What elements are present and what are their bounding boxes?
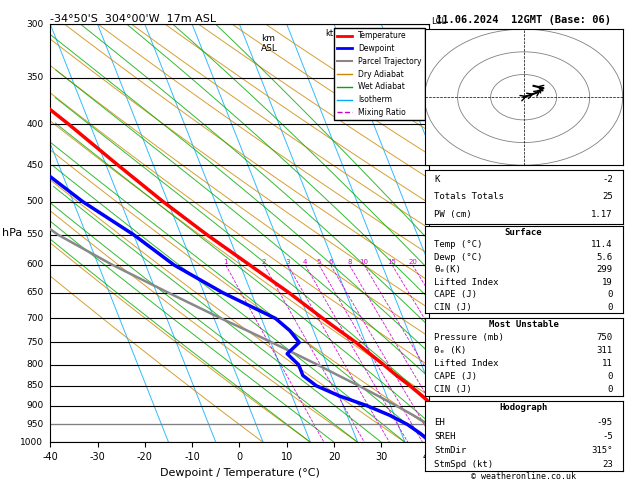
Text: 4: 4	[303, 259, 308, 265]
Text: CAPE (J): CAPE (J)	[435, 290, 477, 299]
Text: StmSpd (kt): StmSpd (kt)	[435, 460, 494, 469]
Text: 700: 700	[26, 314, 43, 323]
Text: Most Unstable: Most Unstable	[489, 320, 559, 330]
Text: 2: 2	[431, 383, 437, 392]
Text: K: K	[435, 174, 440, 184]
Text: Temp (°C): Temp (°C)	[435, 240, 483, 249]
Text: © weatheronline.co.uk: © weatheronline.co.uk	[471, 472, 576, 481]
Text: 15: 15	[387, 259, 396, 265]
Text: 600: 600	[26, 260, 43, 269]
Text: 299: 299	[597, 265, 613, 274]
X-axis label: Dewpoint / Temperature (°C): Dewpoint / Temperature (°C)	[160, 468, 320, 478]
Text: 20: 20	[408, 259, 417, 265]
Text: km
ASL: km ASL	[261, 34, 278, 53]
Text: 2: 2	[262, 259, 266, 265]
Text: 300: 300	[26, 20, 43, 29]
Text: 6: 6	[328, 259, 333, 265]
Text: 450: 450	[26, 160, 43, 170]
Text: 750: 750	[597, 333, 613, 342]
Text: kt: kt	[326, 29, 333, 38]
Text: 1000: 1000	[20, 438, 43, 447]
Text: LCL: LCL	[431, 17, 446, 26]
Text: θₑ (K): θₑ (K)	[435, 346, 467, 355]
Text: 750: 750	[26, 338, 43, 347]
Text: 650: 650	[26, 288, 43, 297]
Text: hPa: hPa	[3, 228, 23, 238]
Text: 3: 3	[286, 259, 290, 265]
Text: CIN (J): CIN (J)	[435, 303, 472, 312]
Text: 25: 25	[602, 192, 613, 201]
Text: EH: EH	[435, 417, 445, 427]
Text: 950: 950	[26, 420, 43, 429]
Text: 1: 1	[431, 420, 437, 429]
Text: 11: 11	[602, 359, 613, 368]
Text: 800: 800	[26, 360, 43, 369]
Text: 350: 350	[26, 73, 43, 82]
Text: 1.17: 1.17	[591, 210, 613, 219]
Text: 11.06.2024  12GMT (Base: 06): 11.06.2024 12GMT (Base: 06)	[436, 15, 611, 25]
Text: 5: 5	[317, 259, 321, 265]
Text: 19: 19	[602, 278, 613, 287]
Text: 6: 6	[431, 83, 437, 92]
Text: -5: -5	[602, 432, 613, 441]
Text: 550: 550	[26, 230, 43, 239]
Text: Totals Totals: Totals Totals	[435, 192, 504, 201]
Text: CAPE (J): CAPE (J)	[435, 372, 477, 381]
Text: 3: 3	[431, 319, 437, 328]
Text: 5.6: 5.6	[597, 253, 613, 262]
Text: 5: 5	[431, 172, 437, 181]
Text: 10: 10	[360, 259, 369, 265]
Text: Surface: Surface	[505, 228, 542, 237]
Text: 850: 850	[26, 382, 43, 390]
Text: Dewp (°C): Dewp (°C)	[435, 253, 483, 262]
Text: Hodograph: Hodograph	[499, 403, 548, 413]
Text: 500: 500	[26, 197, 43, 206]
Text: -2: -2	[602, 174, 613, 184]
Text: 1: 1	[223, 259, 228, 265]
Text: PW (cm): PW (cm)	[435, 210, 472, 219]
Text: 0: 0	[608, 303, 613, 312]
Text: 4: 4	[431, 252, 437, 260]
Text: Lifted Index: Lifted Index	[435, 359, 499, 368]
Text: 0: 0	[608, 385, 613, 394]
Text: 23: 23	[602, 460, 613, 469]
Text: StmDir: StmDir	[435, 446, 467, 455]
Text: 400: 400	[26, 120, 43, 129]
Text: 0: 0	[608, 372, 613, 381]
Text: 8: 8	[347, 259, 352, 265]
Text: -95: -95	[597, 417, 613, 427]
Text: θₑ(K): θₑ(K)	[435, 265, 461, 274]
Text: 0: 0	[608, 290, 613, 299]
Text: 11.4: 11.4	[591, 240, 613, 249]
Text: 315°: 315°	[591, 446, 613, 455]
Text: Lifted Index: Lifted Index	[435, 278, 499, 287]
Text: Pressure (mb): Pressure (mb)	[435, 333, 504, 342]
Text: CIN (J): CIN (J)	[435, 385, 472, 394]
Text: -34°50'S  304°00'W  17m ASL: -34°50'S 304°00'W 17m ASL	[50, 14, 216, 23]
Legend: Temperature, Dewpoint, Parcel Trajectory, Dry Adiabat, Wet Adiabat, Isotherm, Mi: Temperature, Dewpoint, Parcel Trajectory…	[334, 28, 425, 120]
Text: 311: 311	[597, 346, 613, 355]
Text: SREH: SREH	[435, 432, 456, 441]
Text: 900: 900	[26, 401, 43, 410]
